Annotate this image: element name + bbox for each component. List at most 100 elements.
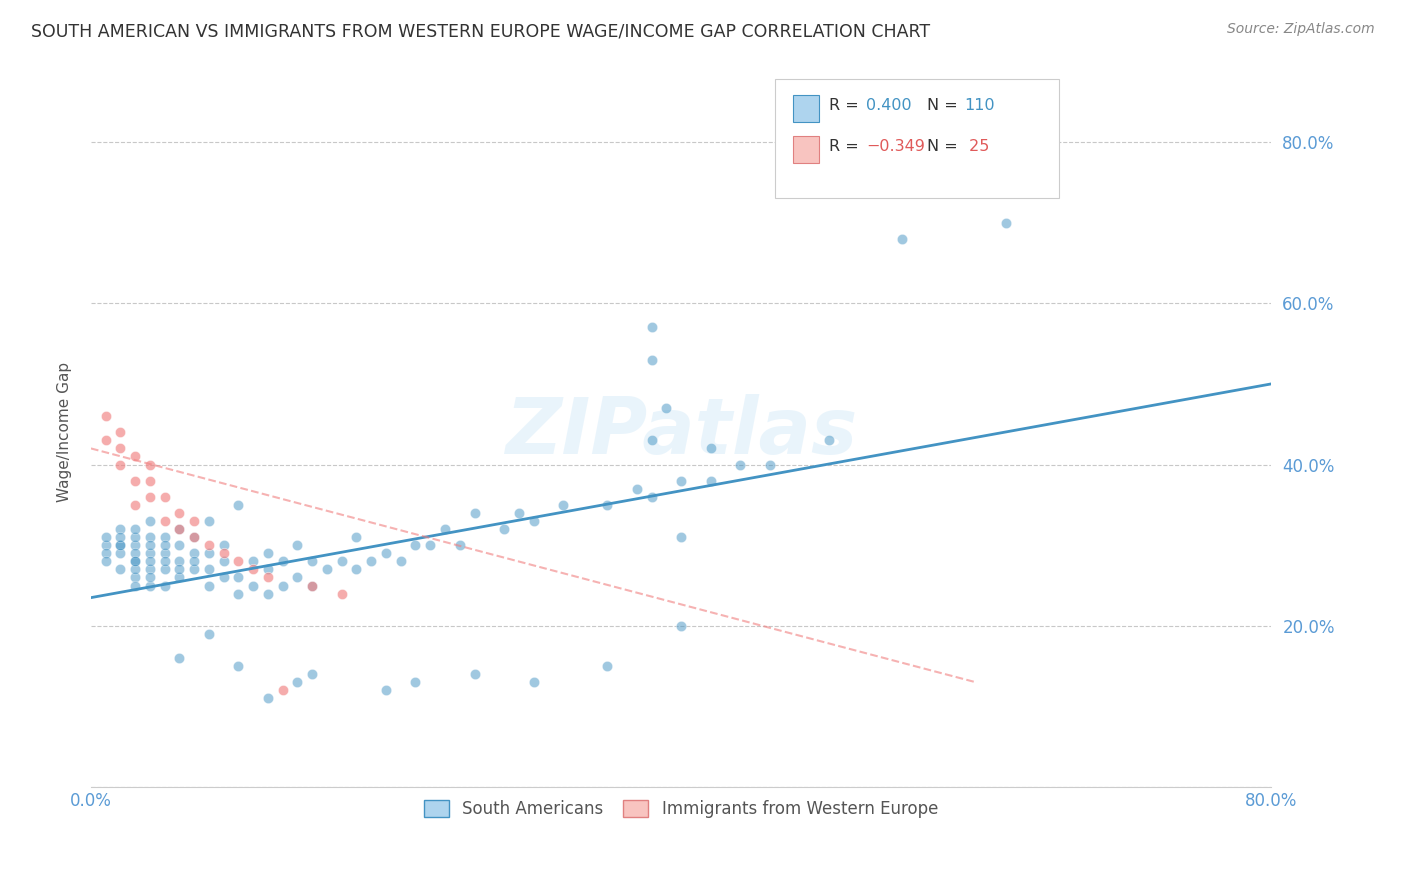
Point: [463, 506, 485, 520]
Point: [169, 554, 191, 568]
Point: [228, 570, 250, 584]
Point: [389, 554, 412, 568]
Point: [212, 546, 235, 560]
Point: [198, 627, 221, 641]
Point: [375, 546, 398, 560]
Point: [124, 450, 146, 464]
FancyBboxPatch shape: [776, 78, 1059, 198]
Text: N =: N =: [927, 98, 962, 113]
Point: [153, 490, 176, 504]
Point: [522, 675, 544, 690]
Point: [271, 578, 294, 592]
Point: [139, 570, 162, 584]
Point: [228, 659, 250, 673]
Point: [139, 474, 162, 488]
Text: N =: N =: [927, 139, 962, 153]
Point: [169, 562, 191, 576]
Point: [817, 434, 839, 448]
Point: [242, 554, 264, 568]
Point: [360, 554, 382, 568]
Point: [228, 586, 250, 600]
Point: [463, 667, 485, 681]
Text: 110: 110: [965, 98, 995, 113]
Point: [139, 562, 162, 576]
Point: [375, 683, 398, 698]
Point: [640, 320, 662, 334]
Point: [139, 530, 162, 544]
Y-axis label: Wage/Income Gap: Wage/Income Gap: [58, 362, 72, 502]
Point: [169, 522, 191, 536]
Point: [124, 530, 146, 544]
Point: [198, 514, 221, 528]
Point: [212, 570, 235, 584]
Point: [198, 578, 221, 592]
Point: [94, 434, 117, 448]
Point: [640, 434, 662, 448]
Point: [419, 538, 441, 552]
Point: [124, 546, 146, 560]
Point: [153, 538, 176, 552]
Point: [183, 530, 205, 544]
Point: [242, 562, 264, 576]
Point: [169, 538, 191, 552]
Point: [153, 554, 176, 568]
Text: R =: R =: [828, 98, 863, 113]
Text: 0.400: 0.400: [866, 98, 912, 113]
Point: [551, 498, 574, 512]
Point: [139, 538, 162, 552]
Point: [405, 538, 427, 552]
Point: [183, 562, 205, 576]
Point: [449, 538, 471, 552]
Point: [522, 514, 544, 528]
Point: [169, 570, 191, 584]
Text: ZIPatlas: ZIPatlas: [505, 394, 858, 470]
Point: [124, 554, 146, 568]
Point: [212, 554, 235, 568]
Point: [139, 458, 162, 472]
Point: [699, 474, 721, 488]
Point: [153, 562, 176, 576]
Point: [228, 498, 250, 512]
Point: [626, 482, 648, 496]
Point: [655, 401, 678, 416]
Point: [596, 659, 619, 673]
Point: [110, 546, 132, 560]
Point: [153, 530, 176, 544]
Point: [94, 538, 117, 552]
Point: [994, 216, 1017, 230]
Point: [492, 522, 515, 536]
Point: [94, 554, 117, 568]
Point: [139, 554, 162, 568]
Point: [110, 530, 132, 544]
Legend: South Americans, Immigrants from Western Europe: South Americans, Immigrants from Western…: [418, 794, 945, 825]
Point: [124, 538, 146, 552]
Point: [169, 506, 191, 520]
Text: R =: R =: [828, 139, 863, 153]
Point: [94, 409, 117, 424]
Text: 25: 25: [965, 139, 990, 153]
Point: [110, 538, 132, 552]
Point: [124, 570, 146, 584]
Point: [316, 562, 339, 576]
Text: SOUTH AMERICAN VS IMMIGRANTS FROM WESTERN EUROPE WAGE/INCOME GAP CORRELATION CHA: SOUTH AMERICAN VS IMMIGRANTS FROM WESTER…: [31, 22, 929, 40]
FancyBboxPatch shape: [793, 95, 820, 122]
Point: [758, 458, 780, 472]
Point: [94, 546, 117, 560]
Point: [301, 578, 323, 592]
Point: [124, 578, 146, 592]
Point: [198, 562, 221, 576]
Point: [271, 554, 294, 568]
Point: [669, 530, 692, 544]
Point: [257, 570, 280, 584]
Point: [596, 498, 619, 512]
Point: [139, 546, 162, 560]
Point: [212, 538, 235, 552]
Point: [287, 675, 309, 690]
Point: [257, 691, 280, 706]
Point: [124, 562, 146, 576]
Point: [669, 619, 692, 633]
Point: [139, 514, 162, 528]
Point: [330, 586, 353, 600]
Point: [124, 522, 146, 536]
Point: [405, 675, 427, 690]
